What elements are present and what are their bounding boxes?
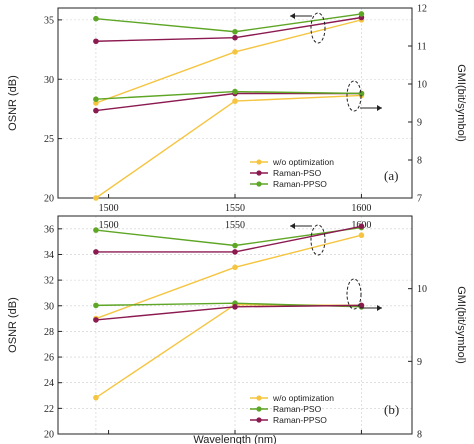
series-line bbox=[95, 19, 362, 104]
right-axis-tick-label: 10 bbox=[417, 80, 427, 91]
callout-arrow-head bbox=[377, 305, 382, 311]
left-axis-tick-label: 22 bbox=[44, 404, 54, 415]
x-axis-tick-label: 1500 bbox=[99, 203, 119, 214]
series-line bbox=[95, 90, 362, 100]
left-axis-tick-label: 30 bbox=[44, 301, 54, 312]
left-axis-tick-label: 28 bbox=[44, 327, 54, 338]
callout-ellipse bbox=[310, 12, 326, 44]
left-axis-tick-label: 26 bbox=[44, 353, 54, 364]
data-point bbox=[232, 264, 238, 271]
data-point bbox=[358, 11, 365, 17]
data-point bbox=[93, 317, 99, 323]
right-axis-tick-label: 7 bbox=[417, 194, 422, 205]
data-point bbox=[232, 88, 238, 95]
data-point bbox=[232, 49, 238, 55]
right-axis-tick-label: 8 bbox=[417, 430, 422, 441]
x-axis-title: Wavelength (nm) bbox=[193, 434, 276, 444]
left-axis-title: OSNR (dB) bbox=[7, 75, 19, 131]
data-point bbox=[232, 34, 238, 41]
legend-entry: Raman-PSO bbox=[273, 404, 322, 414]
panel-label: (b) bbox=[384, 402, 399, 417]
data-point bbox=[93, 302, 99, 309]
right-axis-title: GMI(bit/symbol) bbox=[455, 286, 467, 364]
series-line bbox=[95, 92, 362, 112]
legend-swatch-marker bbox=[256, 417, 262, 423]
panel-label: (a) bbox=[384, 168, 398, 183]
data-point bbox=[93, 195, 99, 201]
callout-arrow-head bbox=[290, 223, 295, 229]
callout-arrow-head bbox=[290, 13, 295, 19]
panel-b: 2022242628303234368910150015501600OSNR (… bbox=[7, 215, 467, 444]
data-point bbox=[93, 38, 99, 45]
legend-entry: Raman-PPSO bbox=[273, 179, 327, 189]
left-axis-title: OSNR (dB) bbox=[7, 297, 19, 353]
legend-entry: Raman-PPSO bbox=[273, 415, 327, 425]
legend-entry: Raman-PSO bbox=[273, 168, 322, 178]
left-axis-tick-label: 34 bbox=[44, 250, 54, 261]
data-point bbox=[93, 96, 99, 102]
callout-ellipse bbox=[346, 278, 362, 310]
left-axis-tick-label: 32 bbox=[44, 276, 54, 287]
x-axis-tick-label: 1600 bbox=[351, 203, 371, 214]
series-line bbox=[95, 13, 362, 33]
left-axis-tick-label: 20 bbox=[44, 430, 54, 441]
right-axis-title: GMI(bit/symbol) bbox=[455, 64, 467, 142]
callout-ellipse bbox=[346, 80, 362, 112]
x-axis-tick-label: 1500 bbox=[99, 220, 119, 231]
data-point bbox=[358, 302, 365, 309]
data-point bbox=[358, 223, 365, 230]
legend-entry: w/o optimization bbox=[272, 393, 334, 403]
left-axis-tick-label: 30 bbox=[44, 75, 54, 86]
left-axis-tick-label: 20 bbox=[44, 194, 54, 205]
right-axis-tick-label: 12 bbox=[417, 4, 427, 15]
data-point bbox=[232, 242, 238, 249]
left-axis-tick-label: 24 bbox=[44, 378, 54, 389]
series-line bbox=[95, 304, 362, 321]
data-point bbox=[232, 249, 238, 255]
legend-swatch-marker bbox=[256, 181, 262, 187]
data-point bbox=[358, 232, 365, 239]
panel-a: 20 25 30 35 7 8 9 10 11 12 1500 1550 1600 OSNR (dB) GM… bbox=[7, 4, 467, 215]
data-point bbox=[232, 28, 238, 35]
data-point bbox=[93, 249, 99, 255]
left-axis-tick-label: 35 bbox=[44, 15, 54, 26]
data-point bbox=[232, 98, 238, 104]
legend-entry: w/o optimization bbox=[272, 157, 334, 167]
x-axis-tick-label: 1550 bbox=[225, 220, 245, 231]
data-point bbox=[93, 15, 99, 22]
legend-swatch-marker bbox=[256, 395, 262, 401]
legend-swatch-marker bbox=[256, 406, 262, 412]
data-point bbox=[93, 107, 99, 114]
legend-swatch-marker bbox=[256, 159, 262, 165]
x-axis-tick-label: 1550 bbox=[225, 203, 245, 214]
legend-swatch-marker bbox=[256, 170, 262, 176]
right-axis-tick-label: 9 bbox=[417, 357, 422, 368]
data-point bbox=[93, 394, 99, 401]
right-axis-tick-label: 11 bbox=[417, 42, 427, 53]
right-axis-tick-label: 8 bbox=[417, 156, 422, 167]
right-axis-tick-label: 9 bbox=[417, 118, 422, 129]
data-point bbox=[93, 227, 99, 233]
callout-ellipse bbox=[310, 224, 326, 256]
left-axis-tick-label: 25 bbox=[44, 134, 54, 145]
callout-arrow-head bbox=[377, 105, 382, 111]
right-axis-tick-label: 10 bbox=[417, 284, 427, 295]
data-point bbox=[232, 304, 238, 310]
data-point bbox=[358, 90, 365, 97]
left-axis-tick-label: 36 bbox=[44, 224, 54, 235]
series-line bbox=[95, 303, 362, 399]
